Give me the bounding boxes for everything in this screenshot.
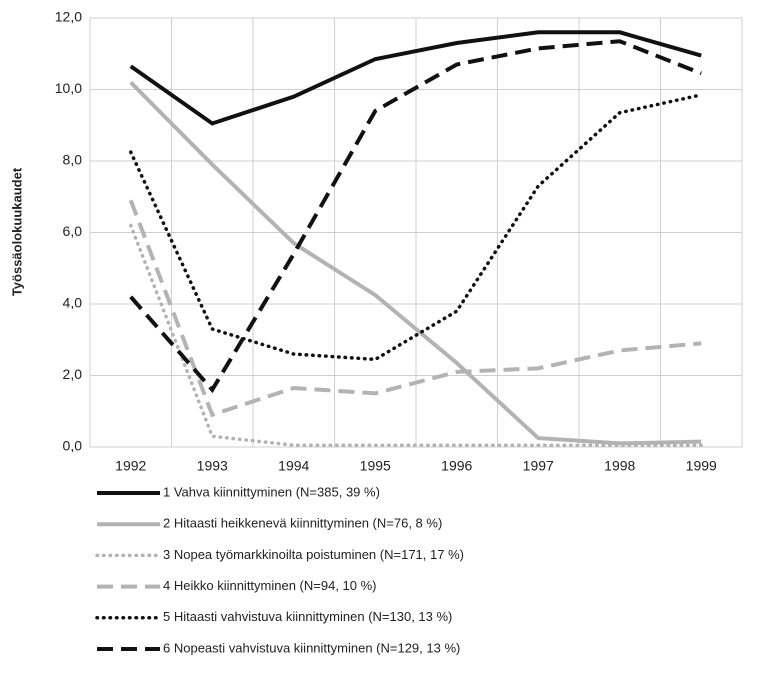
y-tick-label: 2,0 bbox=[63, 366, 83, 382]
x-tick-label: 1992 bbox=[115, 458, 146, 474]
y-tick-label: 6,0 bbox=[63, 223, 83, 239]
x-tick-label: 1998 bbox=[604, 458, 635, 474]
series-line bbox=[128, 199, 702, 418]
x-tick-label: 1999 bbox=[686, 458, 717, 474]
x-tick-label: 1996 bbox=[441, 458, 472, 474]
x-tick-label: 1997 bbox=[523, 458, 554, 474]
series-line bbox=[129, 39, 702, 394]
x-tick-label: 1993 bbox=[197, 458, 228, 474]
y-tick-label: 12,0 bbox=[55, 9, 82, 25]
y-tick-label: 0,0 bbox=[63, 438, 83, 454]
legend-label: 3 Nopea työmarkkinoilta poistuminen (N=1… bbox=[163, 547, 464, 562]
series-line bbox=[129, 93, 703, 362]
series-line bbox=[129, 223, 703, 447]
y-tick-label: 8,0 bbox=[63, 152, 83, 168]
legend-label: 2 Hitaasti heikkenevä kiinnittyminen (N=… bbox=[163, 516, 442, 531]
legend-label: 5 Hitaasti vahvistuva kiinnittyminen (N=… bbox=[163, 609, 452, 624]
legend-label: 4 Heikko kiinnittyminen (N=94, 10 %) bbox=[163, 578, 377, 593]
x-tick-label: 1994 bbox=[278, 458, 309, 474]
legend-label: 1 Vahva kiinnittyminen (N=385, 39 %) bbox=[163, 484, 380, 499]
y-tick-label: 10,0 bbox=[55, 80, 82, 96]
y-tick-label: 4,0 bbox=[63, 295, 83, 311]
series-line bbox=[129, 30, 702, 126]
x-tick-label: 1995 bbox=[360, 458, 391, 474]
series-line bbox=[129, 80, 702, 446]
legend-label: 6 Nopeasti vahvistuva kiinnittyminen (N=… bbox=[163, 640, 460, 655]
y-axis-label: Työssäolokuukaudet bbox=[9, 167, 24, 296]
